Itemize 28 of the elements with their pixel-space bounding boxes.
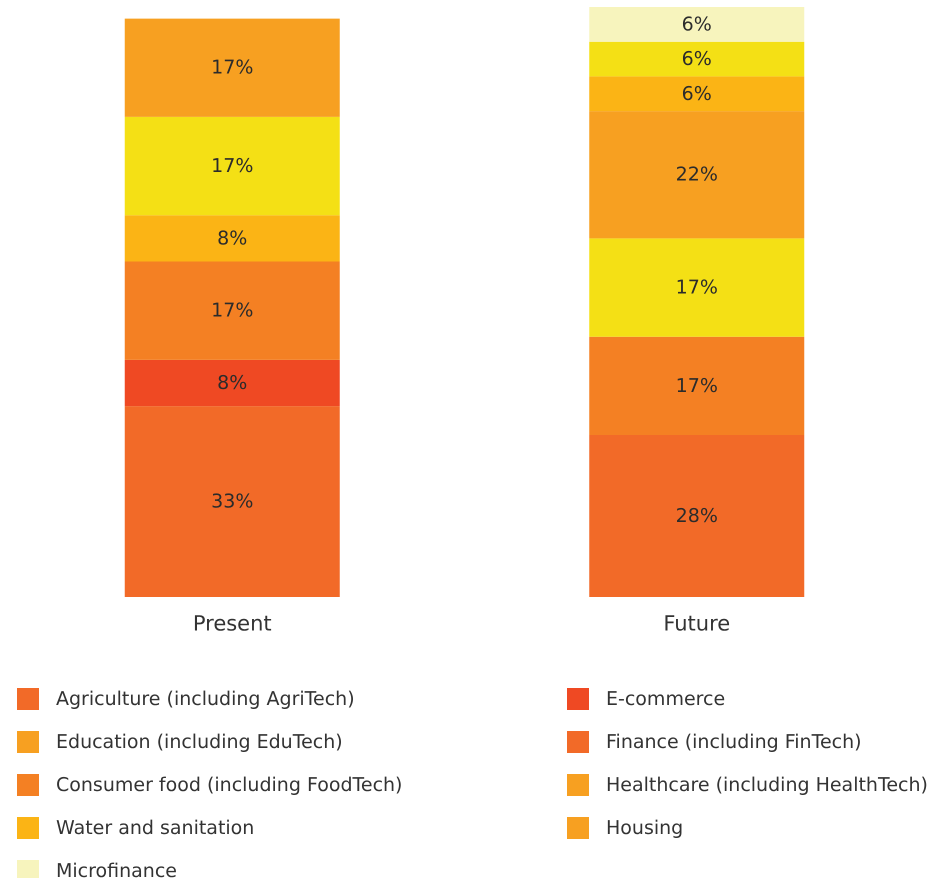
- bar: [589, 7, 804, 42]
- data-label: 6%: [682, 13, 712, 36]
- legend-label: Consumer food (including FoodTech): [56, 774, 402, 796]
- bar: [124, 360, 340, 406]
- legend-label: Agriculture (including AgriTech): [56, 688, 355, 710]
- data-label: 17%: [211, 155, 254, 178]
- legend-label: Finance (including FinTech): [606, 731, 862, 753]
- legend-label: Microfinance: [56, 860, 177, 878]
- data-label: 8%: [217, 372, 248, 394]
- data-label: 17%: [676, 276, 718, 299]
- data-label: 6%: [682, 82, 712, 105]
- data-label: 17%: [676, 374, 718, 397]
- data-label: 28%: [676, 505, 718, 528]
- data-label: 6%: [682, 48, 712, 70]
- legend-label: E-commerce: [606, 688, 726, 710]
- data-label: 17%: [211, 300, 254, 322]
- bar: [124, 406, 340, 597]
- data-label: 8%: [217, 227, 248, 250]
- legend-label: Water and sanitation: [56, 817, 254, 839]
- legend-label: Education (including EduTech): [56, 731, 343, 753]
- x-tick-label: Future: [663, 612, 730, 636]
- data-label: 22%: [676, 164, 718, 186]
- x-tick-label: Present: [192, 612, 272, 636]
- legend-label: Housing: [606, 817, 684, 839]
- data-label: 33%: [211, 490, 254, 513]
- bar: [589, 435, 804, 597]
- legend-label: Healthcare (including HealthTech): [606, 774, 928, 796]
- data-label: 17%: [211, 56, 254, 79]
